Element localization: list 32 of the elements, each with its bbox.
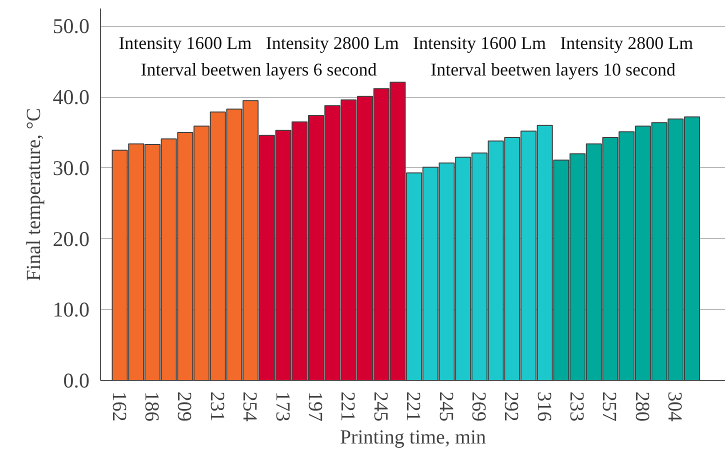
annotation: Intensity 2800 Lm — [266, 33, 399, 54]
y-tick-label: 20.0 — [52, 226, 90, 251]
x-tick-label: 257 — [598, 392, 620, 422]
y-tick-label: 0.0 — [63, 368, 90, 392]
x-tick-label: 280 — [630, 392, 653, 422]
annotation: Interval beetwen layers 10 second — [430, 59, 676, 80]
y-axis-title: Final temperature, °C — [22, 108, 45, 281]
x-tick-label: 245 — [369, 392, 392, 422]
x-tick-label: 221 — [336, 392, 359, 422]
x-tick-label: 186 — [140, 392, 162, 422]
x-tick-label: 197 — [304, 392, 326, 422]
x-tick-label: 231 — [206, 392, 228, 422]
x-tick-label: 269 — [467, 392, 490, 422]
x-tick-label: 162 — [108, 392, 130, 422]
x-axis-title: Printing time, min — [340, 426, 486, 448]
y-tick-label: 30.0 — [52, 156, 90, 180]
x-tick-label: 304 — [664, 392, 686, 422]
x-tick-label: 316 — [532, 392, 555, 422]
x-tick-label: 292 — [500, 392, 522, 422]
x-tick-label: 245 — [434, 392, 457, 422]
x-tick-label: 233 — [566, 392, 588, 422]
y-tick-label: 50.0 — [52, 14, 90, 38]
x-tick-label: 209 — [173, 392, 196, 422]
y-tick-label: 10.0 — [52, 298, 90, 322]
x-tick-label: 173 — [271, 392, 294, 422]
annotation: Intensity 1600 Lm — [412, 33, 546, 54]
annotation: Interval beetwen layers 6 second — [140, 59, 377, 80]
annotation: Intensity 2800 Lm — [560, 33, 694, 54]
y-tick-label: 40.0 — [52, 85, 90, 110]
annotation: Intensity 1600 Lm — [118, 33, 252, 54]
x-tick-label: 221 — [402, 392, 424, 422]
x-tick-label: 254 — [238, 392, 261, 422]
